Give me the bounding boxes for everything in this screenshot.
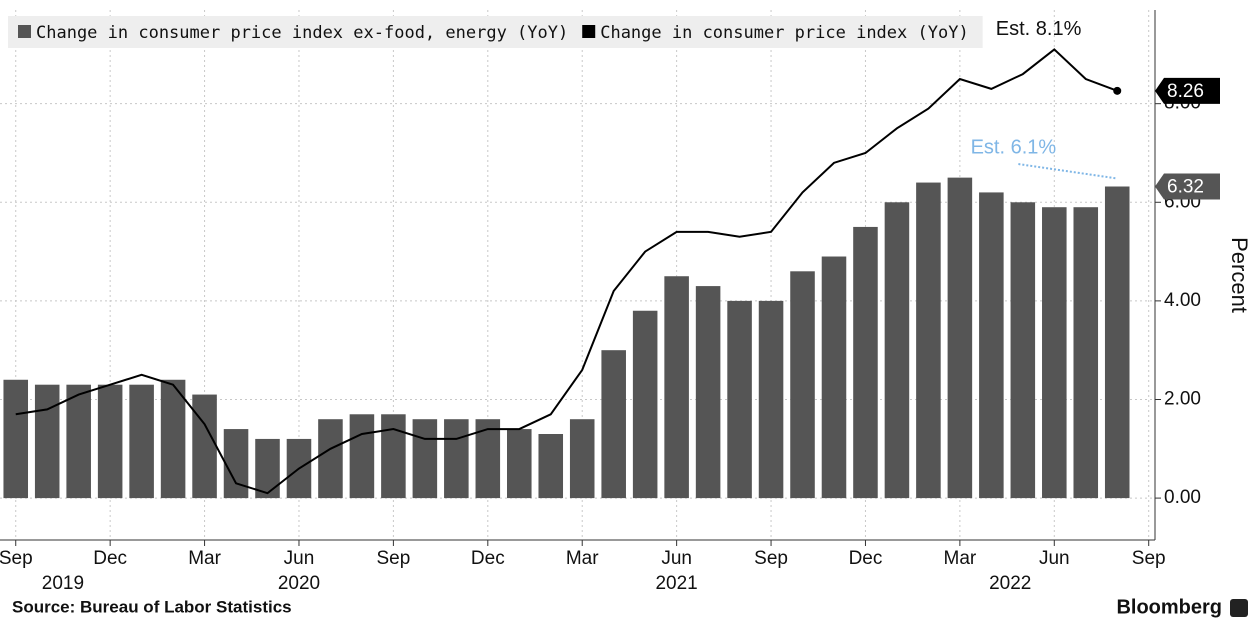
x-year-label: 2022 — [989, 573, 1031, 594]
brand-icon — [1230, 599, 1248, 617]
x-tick-label: Dec — [849, 548, 883, 569]
x-year-label: 2020 — [278, 573, 320, 594]
bar — [3, 379, 29, 499]
line — [15, 48, 1118, 495]
x-year-label: 2019 — [42, 573, 84, 594]
bar — [223, 429, 249, 499]
bar — [507, 429, 532, 499]
x-tick-label: Sep — [0, 548, 33, 569]
value-tag — [1155, 77, 1220, 104]
x-tick-label: Dec — [471, 548, 505, 569]
x-tick-label: Sep — [1132, 548, 1166, 569]
x-tick-label: Sep — [376, 548, 410, 569]
bar — [632, 310, 658, 499]
brand: Bloomberg — [1116, 596, 1222, 618]
x-year-label: 2021 — [655, 573, 697, 594]
bar — [318, 419, 343, 499]
annotation: Est. 6.1% — [971, 136, 1057, 158]
bar — [1073, 207, 1099, 499]
x-tick-label: Mar — [188, 548, 221, 569]
bar — [853, 226, 878, 499]
bar — [758, 300, 784, 499]
bar — [160, 379, 186, 499]
end-marker — [1113, 86, 1122, 95]
bar — [97, 384, 123, 499]
legend-label: Change in consumer price index (YoY) — [600, 23, 968, 43]
bar — [727, 300, 752, 499]
bar — [884, 202, 910, 499]
legend-bg — [8, 16, 983, 48]
bar — [381, 414, 406, 499]
bar — [444, 419, 469, 499]
x-tick-label: Jun — [1039, 548, 1070, 569]
bar — [916, 182, 941, 499]
bar — [979, 192, 1004, 499]
source: Source: Bureau of Labor Statistics — [12, 597, 292, 616]
value-tag — [1155, 173, 1220, 200]
bar — [947, 177, 973, 499]
x-tick-label: Mar — [944, 548, 977, 569]
y-tick-label: 4.00 — [1164, 290, 1201, 311]
value-tag-label: 6.32 — [1167, 177, 1204, 198]
y-tick-label: 0.00 — [1164, 487, 1201, 508]
bar — [538, 434, 564, 499]
annotation-arrow — [1018, 163, 1118, 180]
bar — [412, 419, 438, 499]
x-tick-label: Mar — [566, 548, 599, 569]
bar — [255, 438, 280, 499]
bar — [34, 384, 60, 499]
y-tick-label: 2.00 — [1164, 389, 1201, 410]
bar — [349, 414, 375, 499]
legend-swatch — [582, 25, 596, 38]
bar — [66, 384, 91, 499]
bar — [129, 384, 154, 499]
bar — [192, 394, 217, 499]
value-tag-label: 8.26 — [1167, 81, 1204, 102]
bar — [1010, 202, 1036, 499]
bar — [664, 276, 689, 499]
bar — [1104, 186, 1130, 499]
legend-label: Change in consumer price index ex-food, … — [36, 23, 568, 43]
x-tick-label: Sep — [754, 548, 788, 569]
annotation: Est. 8.1% — [996, 18, 1082, 40]
bar — [695, 286, 721, 499]
x-tick-label: Jun — [661, 548, 692, 569]
legend: Change in consumer price index ex-food, … — [8, 16, 983, 48]
bar — [1042, 207, 1067, 499]
x-tick-label: Dec — [93, 548, 127, 569]
bar — [601, 350, 626, 499]
bar — [569, 419, 595, 499]
bar — [790, 271, 815, 499]
y-axis-label: Percent — [1227, 237, 1252, 313]
legend-swatch — [18, 25, 31, 38]
bar — [821, 256, 847, 499]
x-tick-label: Jun — [284, 548, 315, 569]
